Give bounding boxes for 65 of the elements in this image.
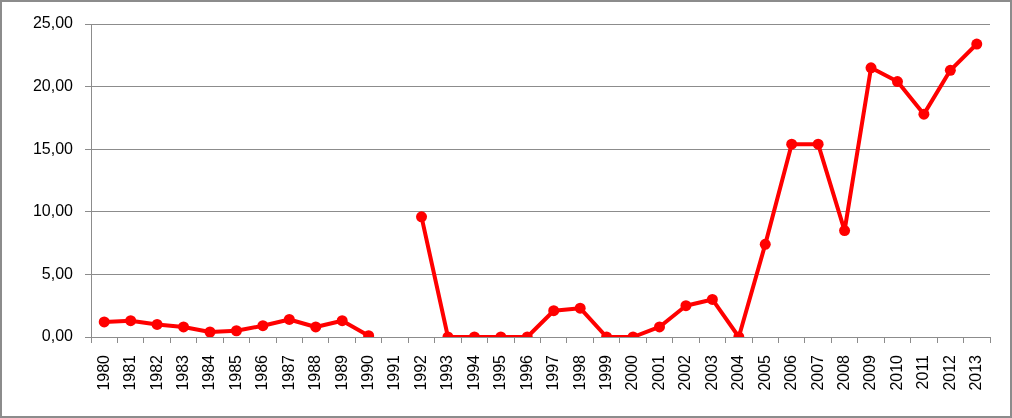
point [125, 315, 137, 327]
y-tick-label: 20,00 [32, 77, 74, 95]
y-tick-label: 0,00 [41, 327, 74, 345]
point [680, 300, 692, 312]
x-tick-label: 2013 [967, 354, 985, 391]
x-tick-label: 1985 [226, 354, 244, 391]
point [257, 320, 269, 332]
point [230, 325, 242, 337]
x-tick-label: 1991 [385, 354, 403, 391]
point [283, 313, 295, 325]
point [918, 108, 930, 120]
point [98, 316, 110, 328]
point [416, 211, 428, 223]
point [548, 305, 560, 317]
x-tick-label: 2000 [623, 354, 641, 391]
x-tick-label: 1986 [253, 354, 271, 391]
point [178, 321, 190, 333]
point [786, 138, 798, 150]
x-tick-label: 1997 [544, 354, 562, 391]
x-tick-label: 2005 [755, 354, 773, 391]
y-tick-label: 15,00 [32, 139, 74, 157]
x-tick-label: 1993 [438, 354, 456, 391]
point [812, 138, 824, 150]
x-tick-label: 1990 [359, 354, 377, 391]
point [706, 293, 718, 305]
x-tick-label: 1992 [411, 354, 429, 391]
y-tick-label: 5,00 [41, 264, 74, 282]
x-tick-label: 1994 [464, 354, 482, 391]
x-tick-label: 1980 [94, 354, 112, 391]
x-tick-label: 1989 [332, 354, 350, 391]
x-tick-label: 2008 [834, 354, 852, 391]
x-tick-label: 2010 [887, 354, 905, 391]
x-tick-label: 2006 [782, 354, 800, 391]
x-tick-label: 2004 [729, 354, 747, 391]
x-tick-label: 1999 [597, 354, 615, 391]
point [865, 62, 877, 74]
x-tick-label: 2003 [702, 354, 720, 391]
y-tick-label: 10,00 [32, 202, 74, 220]
point [653, 321, 665, 333]
x-tick-label: 1987 [279, 354, 297, 391]
x-tick-label: 1984 [200, 354, 218, 391]
x-tick-label: 1996 [517, 354, 535, 391]
point [944, 64, 956, 76]
x-tick-label: 1998 [570, 354, 588, 391]
point [839, 225, 851, 237]
x-tick-label: 2001 [649, 354, 667, 391]
x-tick-label: 2002 [676, 354, 694, 391]
point [310, 321, 322, 333]
y-tick-label: 25,00 [32, 14, 74, 32]
x-tick-label: 2011 [914, 354, 932, 390]
x-tick-label: 1995 [491, 354, 509, 391]
x-tick-label: 2007 [808, 354, 826, 391]
point [574, 302, 586, 314]
x-tick-label: 2012 [940, 354, 958, 391]
point [204, 326, 216, 337]
x-tick-label: 1981 [121, 354, 139, 391]
point [891, 76, 903, 88]
x-tick-label: 1982 [147, 354, 165, 391]
point [151, 318, 163, 330]
point [336, 315, 348, 327]
point [971, 38, 983, 50]
x-tick-label: 1983 [173, 354, 191, 391]
x-tick-label: 1988 [306, 354, 324, 391]
x-tick-label: 2009 [861, 354, 879, 391]
point [759, 238, 771, 250]
